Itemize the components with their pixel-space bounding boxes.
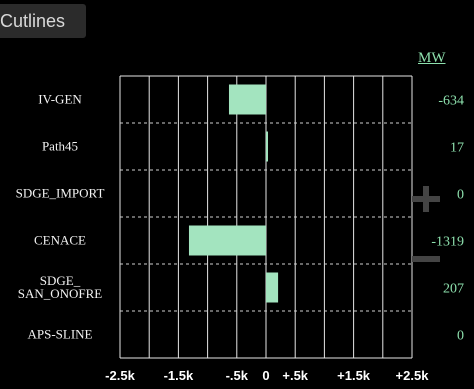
x-tick-label: -1.5k <box>164 368 194 383</box>
row-value: -1319 <box>431 235 464 250</box>
bar <box>188 225 266 256</box>
bar <box>228 84 266 115</box>
row-value: 0 <box>457 188 464 203</box>
row-value: 17 <box>450 141 464 156</box>
row-label: SAN_ONOFRE <box>18 286 103 301</box>
row-label: CENACE <box>34 233 86 248</box>
plus-icon[interactable] <box>412 186 440 212</box>
row-label: SDGE_IMPORT <box>16 186 105 201</box>
x-tick-label: -2.5k <box>105 368 135 383</box>
unit-label: MW <box>418 50 446 66</box>
row-label: IV-GEN <box>38 92 82 107</box>
row-label: Path45 <box>42 139 78 154</box>
minus-icon[interactable] <box>412 256 440 262</box>
row-value: 0 <box>457 329 464 344</box>
x-tick-label: +.5k <box>282 368 308 383</box>
bar <box>266 272 279 303</box>
x-tick-label: 0 <box>262 368 269 383</box>
cutlines-tab[interactable]: Cutlines <box>0 4 86 38</box>
bar <box>266 131 268 162</box>
x-tick-label: +1.5k <box>337 368 371 383</box>
x-tick-label: +2.5k <box>396 368 430 383</box>
cutlines-tab-label: Cutlines <box>0 11 66 31</box>
row-label: APS-SLINE <box>27 327 92 342</box>
x-tick-label: -.5k <box>226 368 249 383</box>
row-value: -634 <box>438 94 464 109</box>
row-label: SDGE_ <box>40 273 81 288</box>
row-value: 207 <box>443 282 464 297</box>
